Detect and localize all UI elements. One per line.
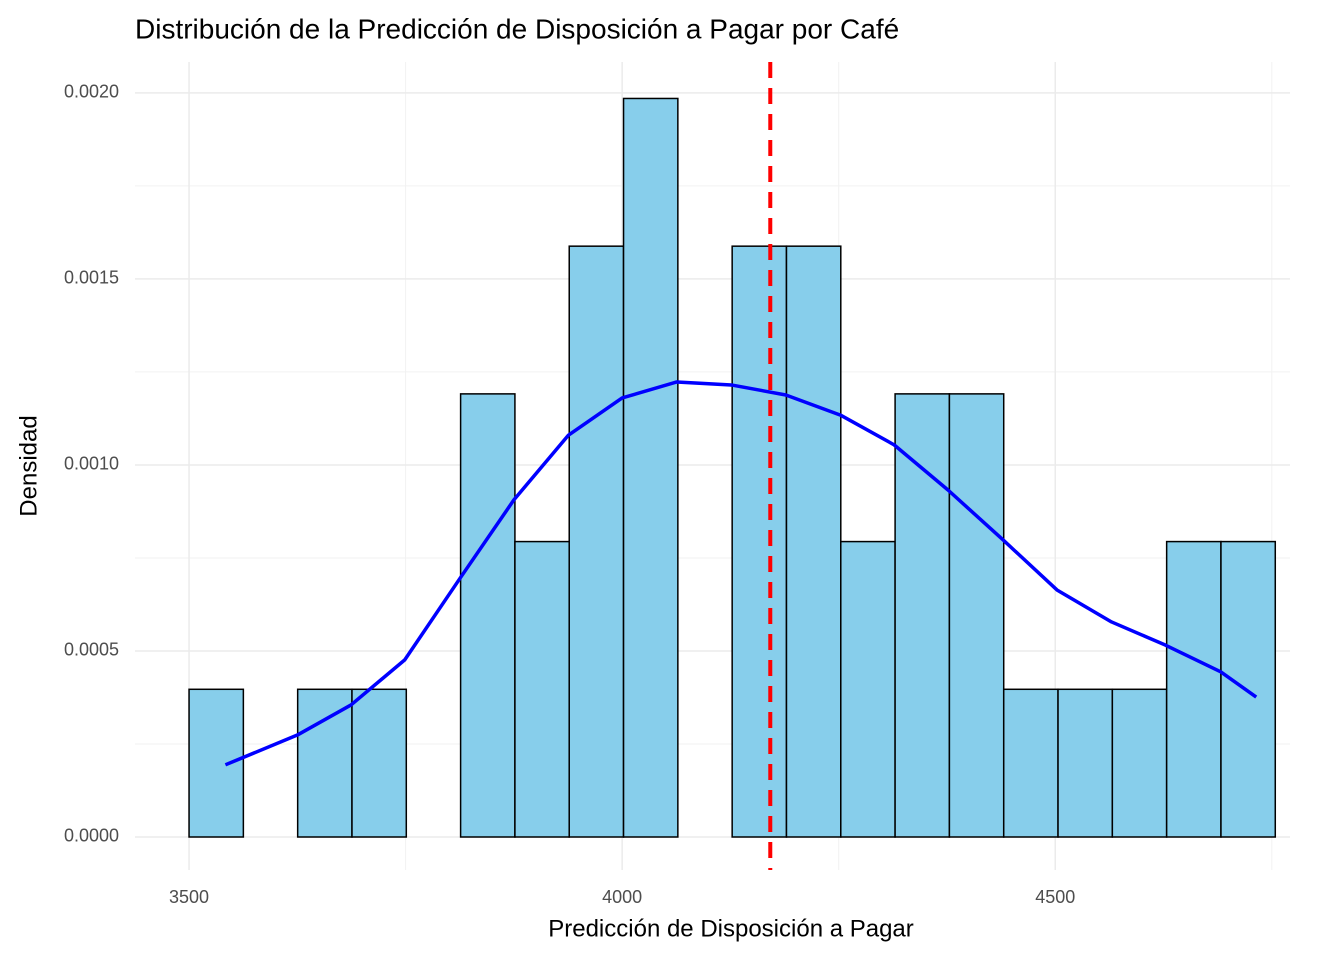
bar xyxy=(1002,688,1059,838)
bar xyxy=(622,97,679,838)
y-tick-label: 0.0000 xyxy=(64,826,119,846)
bar xyxy=(785,245,842,838)
x-tick-label: 4500 xyxy=(1035,887,1075,907)
y-axis-label: Densidad xyxy=(15,415,42,516)
y-tick-label: 0.0010 xyxy=(64,454,119,474)
x-tick-label: 3500 xyxy=(169,887,209,907)
y-tick-label: 0.0005 xyxy=(64,640,119,660)
bar xyxy=(1057,688,1114,838)
chart-title: Distribución de la Predicción de Disposi… xyxy=(135,13,899,44)
x-tick-label: 4000 xyxy=(602,887,642,907)
bar xyxy=(1165,540,1222,838)
bar xyxy=(459,393,516,838)
y-tick-label: 0.0020 xyxy=(64,82,119,102)
bar xyxy=(948,393,1005,838)
bar xyxy=(351,688,408,838)
bar xyxy=(296,688,353,838)
bar xyxy=(840,540,896,838)
density-line xyxy=(224,380,1258,767)
bar xyxy=(1111,688,1168,838)
bar xyxy=(188,688,245,838)
y-tick-label: 0.0015 xyxy=(64,268,119,288)
bar xyxy=(731,245,788,838)
bar xyxy=(894,393,951,838)
bar xyxy=(514,540,570,838)
bar xyxy=(568,245,625,838)
x-axis-label: Predicción de Disposición a Pagar xyxy=(548,915,914,942)
